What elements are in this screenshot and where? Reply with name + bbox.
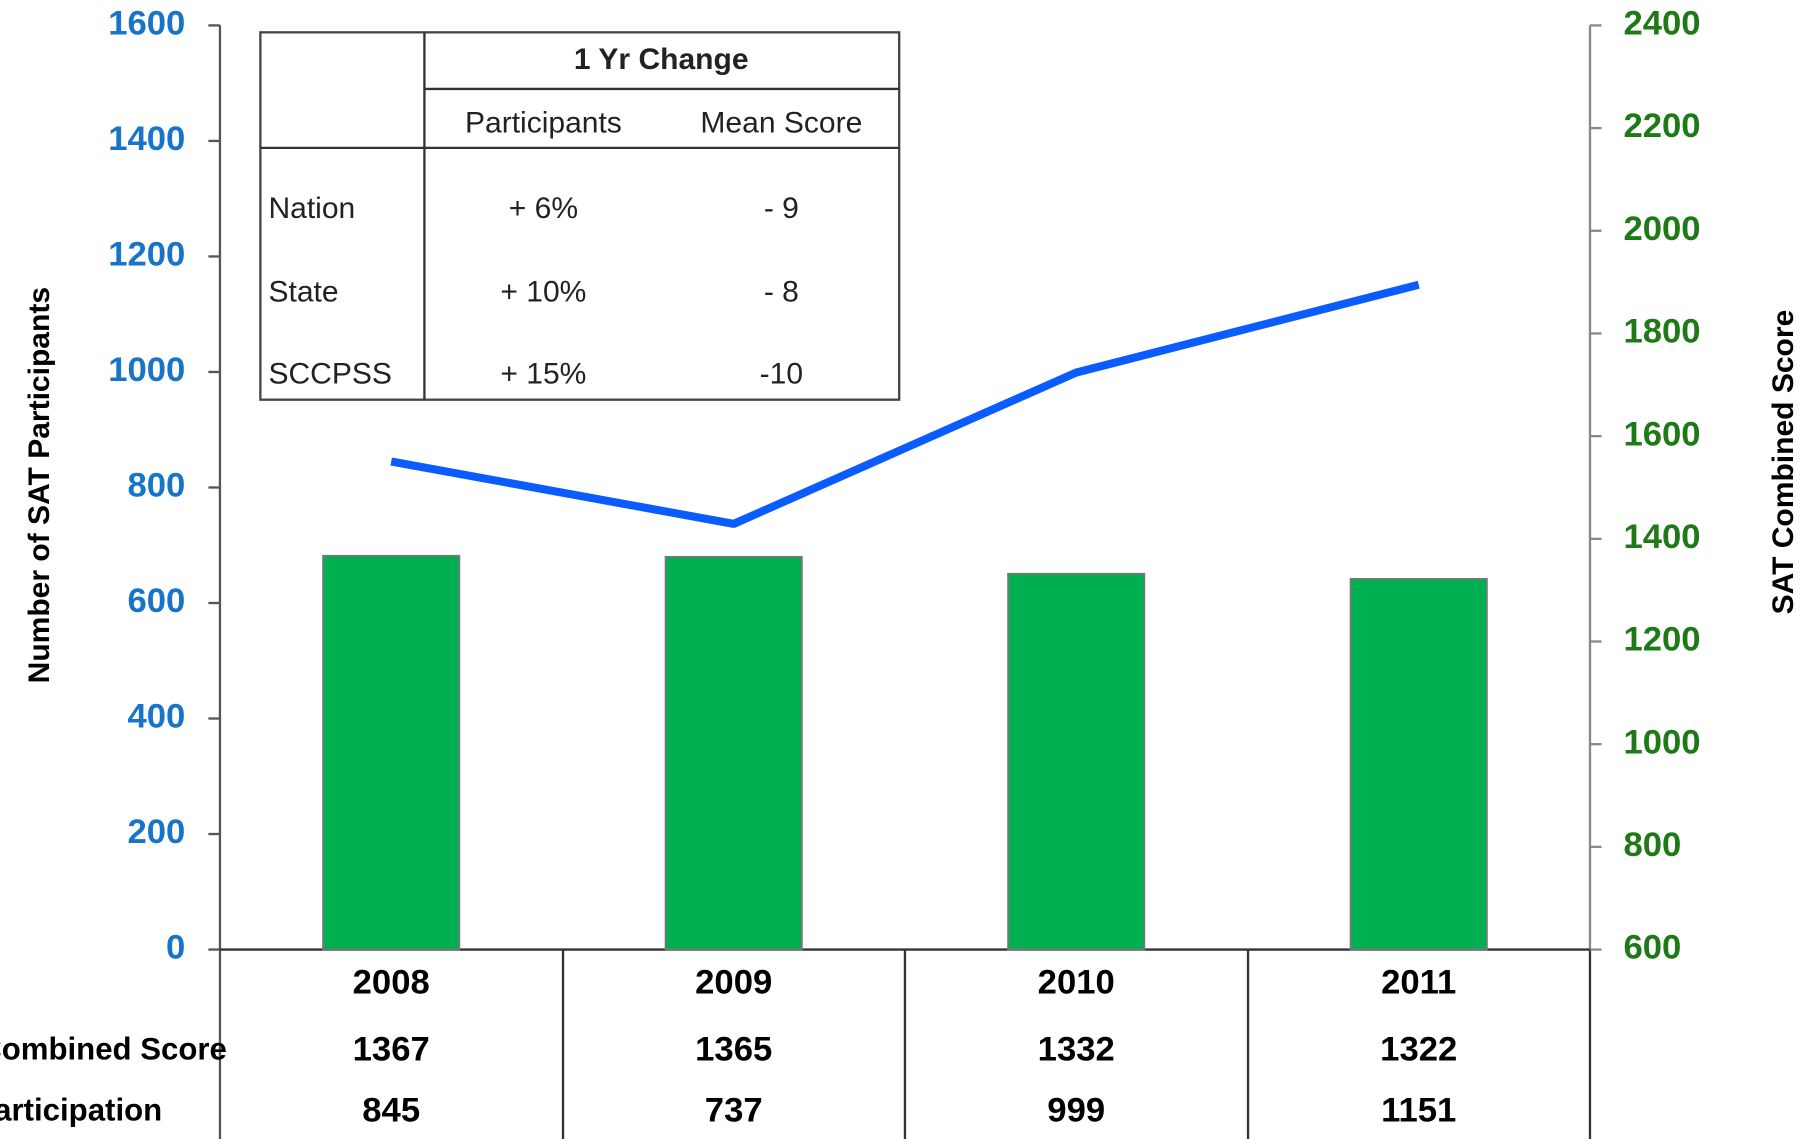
table-value: 845 — [362, 1092, 420, 1130]
table-value: 1151 — [1381, 1092, 1456, 1130]
y2-tick-label: 2200 — [1623, 107, 1700, 145]
x-tick-label: 2008 — [353, 963, 430, 1001]
inset-cell: + 10% — [500, 275, 586, 308]
line — [390, 280, 1420, 528]
y-tick-label: 200 — [127, 813, 185, 851]
y2-tick-label: 1200 — [1623, 621, 1700, 659]
y-tick-label: 1200 — [108, 236, 185, 274]
y-tick-label: 1000 — [108, 351, 185, 389]
inset-cell: + 15% — [500, 357, 586, 390]
table-value: 737 — [705, 1092, 763, 1130]
inset-cell: SCCPSS — [268, 357, 391, 390]
y2-tick-label: 1800 — [1623, 313, 1700, 351]
bar — [1007, 572, 1146, 951]
y-tick-label: 1400 — [108, 120, 185, 158]
y-tick-label: 400 — [127, 698, 185, 736]
y2-tick-label: 1600 — [1623, 415, 1700, 453]
y2-tick-label: 600 — [1623, 929, 1681, 967]
x-tick-label: 2009 — [695, 963, 772, 1001]
inset-cell: -10 — [760, 357, 803, 390]
y2-tick-label: 2000 — [1623, 210, 1700, 248]
y-tick-label: 0 — [166, 929, 185, 967]
table-value: 1322 — [1380, 1030, 1457, 1068]
data-table-grid — [561, 949, 1592, 1139]
y-axis-title: Number of SAT Participants — [23, 287, 56, 683]
inset-cell: - 9 — [764, 192, 799, 225]
y2-tick-label: 2400 — [1623, 5, 1700, 43]
inset-title: 1 Yr Change — [574, 43, 749, 76]
inset-cell: State — [268, 275, 338, 308]
bar — [1349, 578, 1488, 951]
inset-header: Participants — [465, 107, 622, 140]
bar — [664, 555, 803, 951]
table-value: 1365 — [695, 1030, 772, 1068]
table-value: 1367 — [353, 1030, 430, 1068]
table-value: 1332 — [1038, 1030, 1115, 1068]
bar — [322, 554, 461, 951]
y2-tick-label: 1400 — [1623, 518, 1700, 556]
y2-axis-title: SAT Combined Score — [1767, 310, 1800, 615]
row-label: Combined Score — [0, 1031, 227, 1066]
x-tick-label: 2010 — [1038, 963, 1115, 1001]
y2-tick-label: 800 — [1623, 826, 1681, 864]
inset-cell: Nation — [268, 192, 355, 225]
row-label: Participation — [0, 1093, 162, 1128]
y-tick-label: 600 — [127, 582, 185, 620]
inset-table: 1 Yr Change Participants Mean Score Nati… — [259, 31, 901, 401]
inset-header: Mean Score — [700, 107, 862, 140]
y2-tick-label: 1000 — [1623, 723, 1700, 761]
inset-cell: + 6% — [509, 192, 578, 225]
table-value: 999 — [1047, 1092, 1105, 1130]
inset-cell: - 8 — [764, 275, 799, 308]
y-tick-label: 1600 — [108, 5, 185, 43]
y-tick-label: 800 — [127, 467, 185, 505]
x-tick-label: 2011 — [1381, 963, 1456, 1001]
